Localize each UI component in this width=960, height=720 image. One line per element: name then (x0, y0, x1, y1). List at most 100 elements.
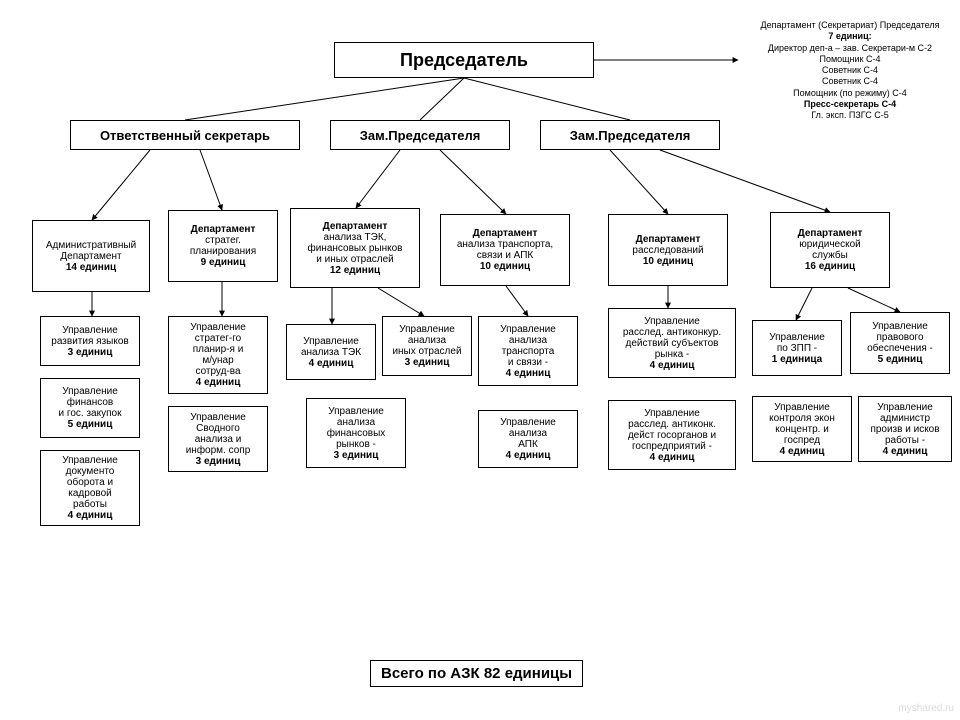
connector-line (660, 150, 830, 212)
connector-line (420, 78, 464, 120)
connector-line (185, 78, 464, 120)
unit-u3c-line: анализа (337, 417, 375, 428)
dept-d2-line: стратег. (205, 235, 241, 246)
unit-u5b-line: расслед. антиконк. (628, 419, 716, 430)
secretariat-note-line: Помощник С-4 (740, 54, 960, 65)
unit-u6b-line: Управление (872, 321, 928, 332)
unit-u2b-line: анализа и (195, 434, 242, 445)
unit-u3b-line: 3 единиц (405, 357, 450, 368)
dept-d3-line: Департамент (323, 221, 388, 232)
dept-d2: Департаментстратег.планирования9 единиц (168, 210, 278, 282)
secretariat-note-line: Пресс-секретарь С-4 (740, 99, 960, 110)
footer-total: Всего по АЗК 82 единицы (370, 660, 583, 687)
connector-line (796, 288, 812, 320)
dept-d5-line: 10 единиц (643, 256, 693, 267)
unit-u3a-line: анализа ТЭК (301, 347, 361, 358)
unit-u4a-line: и связи - (508, 357, 548, 368)
unit-u2b-line: Управление (190, 412, 246, 423)
unit-u2a: Управлениестратег-гопланир-я им/унарсотр… (168, 316, 268, 394)
unit-u6a-line: Управление (769, 332, 825, 343)
unit-u4b-line: анализа (509, 428, 547, 439)
unit-u3a-line: Управление (303, 336, 359, 347)
unit-u1a: Управлениеразвития языков3 единиц (40, 316, 140, 366)
unit-u6d-line: Управление (877, 402, 933, 413)
unit-u5a: Управлениерасслед. антиконкур.действий с… (608, 308, 736, 378)
unit-u2b: УправлениеСводногоанализа иинформ. сопр3… (168, 406, 268, 472)
unit-u4a-line: анализа (509, 335, 547, 346)
unit-u3c-line: Управление (328, 406, 384, 417)
unit-u5b-line: Управление (644, 408, 700, 419)
dept-d4-line: 10 единиц (480, 261, 530, 272)
secretariat-note-line: Департамент (Секретариат) Председателя (740, 20, 960, 31)
unit-u2a-line: Управление (190, 322, 246, 333)
dept-d4-line: Департамент (473, 228, 538, 239)
unit-u4b-line: 4 единиц (506, 450, 551, 461)
secretariat-note-line: 7 единиц: (740, 31, 960, 42)
dept-d5-line: Департамент (636, 234, 701, 245)
unit-u6c-line: госпред (784, 435, 820, 446)
unit-u3b-line: анализа (408, 335, 446, 346)
unit-u4a-line: Управление (500, 324, 556, 335)
connector-line (92, 150, 150, 220)
connector-line (506, 286, 528, 316)
unit-u1b-line: Управление (62, 386, 118, 397)
chair-box: Председатель (334, 42, 594, 78)
dept-d2-line: 9 единиц (201, 257, 246, 268)
unit-u3c-line: финансовых (327, 428, 386, 439)
connector-line (464, 78, 630, 120)
unit-u5a-line: действий субъектов (626, 338, 719, 349)
unit-u1a-line: развития языков (51, 336, 128, 347)
secretariat-note-line: Гл. эксп. ПЗГС С-5 (740, 110, 960, 121)
dept-d1: АдминистративныйДепартамент14 единиц (32, 220, 150, 292)
watermark: myshared.ru (898, 703, 954, 714)
unit-u1c: Управлениедокументооборота икадровойрабо… (40, 450, 140, 526)
unit-u3c: Управлениеанализафинансовыхрынков -3 еди… (306, 398, 406, 468)
unit-u6c-line: контроля экон (769, 413, 835, 424)
dept-d4-line: связи и АПК (477, 250, 534, 261)
unit-u3b-line: иных отраслей (392, 346, 461, 357)
unit-u6c-line: 4 единиц (780, 446, 825, 457)
connector-line (200, 150, 222, 210)
dept-d6-line: службы (812, 250, 848, 261)
unit-u5a-line: 4 единиц (650, 360, 695, 371)
unit-u2b-line: информ. сопр (186, 445, 251, 456)
unit-u4a: Управлениеанализатранспортаи связи -4 ед… (478, 316, 578, 386)
connector-line (378, 288, 424, 316)
unit-u5b-line: 4 единиц (650, 452, 695, 463)
unit-u6c-line: Управление (774, 402, 830, 413)
unit-u5b: Управлениерасслед. антиконк.дейст госорг… (608, 400, 736, 470)
unit-u2a-line: 4 единиц (196, 377, 241, 388)
second-sec: Ответственный секретарь (70, 120, 300, 150)
unit-u3c-line: рынков - (336, 439, 376, 450)
unit-u3a: Управлениеанализа ТЭК4 единиц (286, 324, 376, 380)
second-dep1: Зам.Председателя (330, 120, 510, 150)
second-dep2: Зам.Председателя (540, 120, 720, 150)
unit-u6d-line: работы - (885, 435, 925, 446)
dept-d4-line: анализа транспорта, (457, 239, 553, 250)
unit-u3c-line: 3 единиц (334, 450, 379, 461)
unit-u5a-line: Управление (644, 316, 700, 327)
unit-u6c-line: концентр. и (775, 424, 829, 435)
unit-u1b-line: и гос. закупок (59, 408, 122, 419)
unit-u2b-line: Сводного (196, 423, 240, 434)
dept-d1-line: Административный (46, 240, 136, 251)
connector-line (610, 150, 668, 214)
dept-d2-line: планирования (190, 246, 256, 257)
secretariat-note-line: Помощник (по режиму) С-4 (740, 88, 960, 99)
unit-u4b-line: АПК (518, 439, 538, 450)
dept-d4: Департаментанализа транспорта,связи и АП… (440, 214, 570, 286)
secretariat-note: Департамент (Секретариат) Председателя7 … (740, 20, 960, 121)
unit-u6a-line: 1 единица (772, 354, 822, 365)
unit-u6d: Управлениеадминистрпроизв и исковработы … (858, 396, 952, 462)
unit-u6b-line: правового (876, 332, 923, 343)
unit-u4b-line: Управление (500, 417, 556, 428)
unit-u6d-line: 4 единиц (883, 446, 928, 457)
dept-d6: Департаментюридическойслужбы16 единиц (770, 212, 890, 288)
dept-d3-line: и иных отраслей (316, 254, 393, 265)
unit-u6d-line: произв и исков (870, 424, 939, 435)
dept-d1-line: Департамент (60, 251, 121, 262)
unit-u4a-line: 4 единиц (506, 368, 551, 379)
unit-u1b-line: 5 единиц (68, 419, 113, 430)
unit-u6b-line: обеспечения - (867, 343, 933, 354)
secretariat-note-line: Советник С-4 (740, 76, 960, 87)
